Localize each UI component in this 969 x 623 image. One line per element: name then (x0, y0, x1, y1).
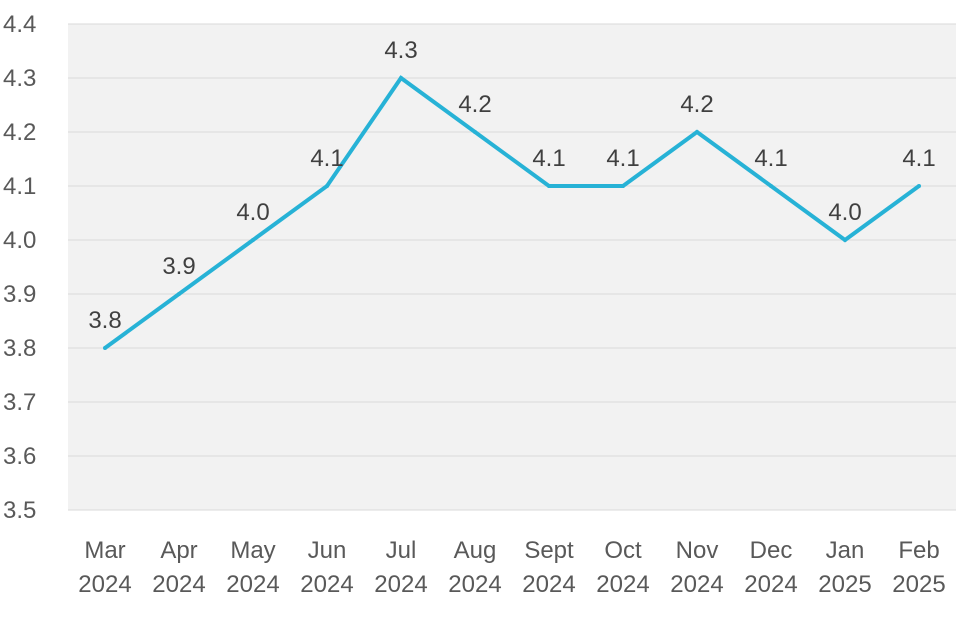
y-tick-label: 3.6 (3, 443, 36, 470)
data-point (103, 346, 107, 350)
gridlines (68, 23, 956, 511)
x-tick-label: Jan 2025 (818, 537, 871, 598)
x-tick-label: Sept 2024 (522, 537, 575, 598)
y-axis: 3.5 3.6 3.7 3.8 3.9 4.0 4.1 4.2 4.3 4.4 (3, 11, 36, 524)
data-label: 4.2 (458, 91, 491, 118)
data-labels: 3.8 3.9 4.0 4.1 4.3 4.2 4.1 4.1 4.2 4.1 4.0 4.1 (88, 37, 935, 334)
data-label: 4.0 (236, 199, 269, 226)
data-label: 3.9 (162, 253, 195, 280)
plot-area (68, 24, 956, 510)
data-point (917, 184, 921, 188)
data-label: 4.1 (754, 145, 787, 172)
data-point (547, 184, 551, 188)
x-tick-label: Jul 2024 (374, 537, 427, 598)
data-point (621, 184, 625, 188)
y-tick-label: 4.0 (3, 227, 36, 254)
data-label: 3.8 (88, 307, 121, 334)
data-label: 4.1 (606, 145, 639, 172)
data-point (843, 238, 847, 242)
data-point (399, 76, 403, 80)
x-tick-label: Aug 2024 (448, 537, 501, 598)
y-tick-label: 4.4 (3, 11, 36, 38)
series-line (103, 75, 921, 350)
data-point (325, 184, 329, 188)
y-tick-label: 4.1 (3, 173, 36, 200)
data-label: 4.1 (902, 145, 935, 172)
data-point (177, 292, 181, 296)
data-label: 4.1 (310, 145, 343, 172)
y-tick-label: 4.2 (3, 119, 36, 146)
x-tick-label: Nov 2024 (670, 537, 723, 598)
x-tick-label: May 2024 (226, 537, 279, 598)
data-point (473, 130, 477, 134)
series-group (103, 75, 921, 350)
x-tick-label: Oct 2024 (596, 537, 649, 598)
data-label: 4.1 (532, 145, 565, 172)
y-tick-label: 3.9 (3, 281, 36, 308)
data-point (251, 238, 255, 242)
data-label: 4.0 (828, 199, 861, 226)
x-tick-label: Mar 2024 (78, 537, 131, 598)
x-tick-label: Feb 2025 (892, 537, 945, 598)
x-tick-label: Dec 2024 (744, 537, 797, 598)
data-label: 4.3 (384, 37, 417, 64)
y-tick-label: 3.8 (3, 335, 36, 362)
y-tick-label: 3.5 (3, 497, 36, 524)
x-tick-label: Jun 2024 (300, 537, 353, 598)
y-tick-label: 4.3 (3, 65, 36, 92)
x-axis: Mar 2024 Apr 2024 May 2024 Jun 2024 Jul 2024 Aug 20… (78, 537, 945, 598)
data-label: 4.2 (680, 91, 713, 118)
data-point (769, 184, 773, 188)
x-tick-label: Apr 2024 (152, 537, 205, 598)
y-tick-label: 3.7 (3, 389, 36, 416)
data-point (695, 130, 699, 134)
